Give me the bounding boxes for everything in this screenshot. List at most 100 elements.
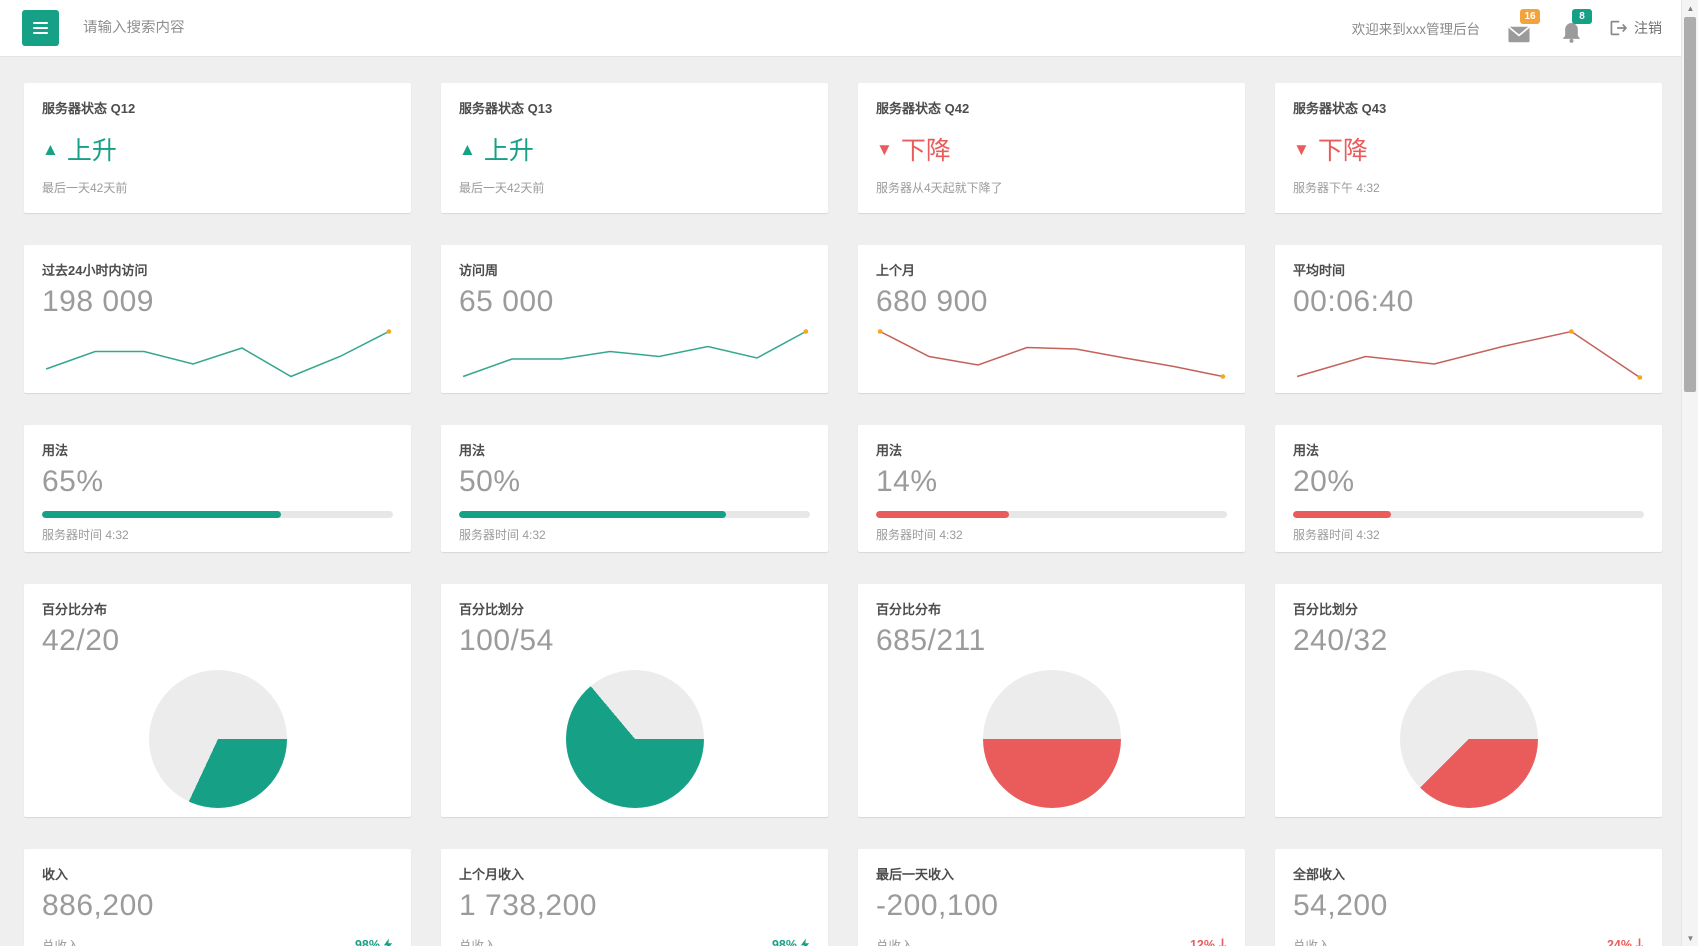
notifications-button[interactable]: 8 bbox=[1558, 9, 1592, 43]
pie-chart bbox=[1399, 670, 1538, 808]
revenue-card: 收入 886,200 总收入 98% bbox=[24, 849, 411, 946]
logout-label: 注销 bbox=[1634, 20, 1662, 36]
usage-value: 14% bbox=[876, 465, 938, 498]
usage-value: 20% bbox=[1293, 465, 1355, 498]
top-bar: 欢迎来到xxx管理后台 16 8 注销 bbox=[0, 0, 1698, 57]
visits-value: 198 009 bbox=[42, 285, 154, 318]
server-status-card: 服务器状态 Q43 ▼ 下降 服务器下午 4:32 bbox=[1275, 83, 1662, 213]
progress-bar bbox=[1293, 511, 1644, 518]
percentage-card: 百分比分布 42/20 bbox=[24, 584, 411, 817]
card-title: 过去24小时内访问 bbox=[42, 263, 148, 278]
usage-card: 用法 50% 服务器时间 4:32 bbox=[441, 425, 828, 552]
card-title: 百分比划分 bbox=[1293, 602, 1359, 617]
usage-note: 服务器时间 4:32 bbox=[1293, 528, 1380, 542]
scrollbar-thumb[interactable] bbox=[1684, 17, 1696, 392]
card-title: 访问周 bbox=[459, 263, 499, 278]
revenue-trend: 98% bbox=[355, 938, 393, 946]
arrow-down-icon bbox=[1218, 938, 1227, 946]
usage-value: 50% bbox=[459, 465, 521, 498]
percentage-value: 42/20 bbox=[42, 624, 120, 657]
welcome-text: 欢迎来到xxx管理后台 bbox=[1351, 22, 1480, 37]
pie-chart bbox=[565, 670, 704, 808]
status-note: 服务器下午 4:32 bbox=[1293, 181, 1380, 195]
percentage-card: 百分比划分 100/54 bbox=[441, 584, 828, 817]
server-status-card: 服务器状态 Q42 ▼ 下降 服务器从4天起就下降了 bbox=[858, 83, 1245, 213]
arrow-down-icon bbox=[1635, 938, 1644, 946]
sparkline-chart bbox=[1296, 329, 1643, 380]
progress-fill bbox=[42, 511, 281, 518]
usage-value: 65% bbox=[42, 465, 104, 498]
dashboard-grid: 服务器状态 Q12 ▲ 上升 最后一天42天前 服务器状态 Q13 ▲ 上升 最… bbox=[0, 57, 1698, 946]
usage-note: 服务器时间 4:32 bbox=[459, 528, 546, 542]
card-title: 最后一天收入 bbox=[876, 867, 955, 882]
revenue-value: -200,100 bbox=[876, 889, 999, 922]
mail-button[interactable]: 16 bbox=[1506, 9, 1540, 43]
mail-badge: 16 bbox=[1520, 9, 1540, 24]
bolt-icon bbox=[800, 938, 810, 946]
status-value: ▲ 上升 bbox=[459, 137, 534, 165]
card-title: 服务器状态 Q42 bbox=[876, 101, 970, 116]
search-input[interactable] bbox=[83, 20, 403, 36]
visits-value: 65 000 bbox=[459, 285, 554, 318]
card-title: 上个月 bbox=[876, 263, 916, 278]
card-title: 用法 bbox=[42, 443, 69, 458]
logout-button[interactable]: 注销 bbox=[1610, 18, 1662, 38]
usage-card: 用法 14% 服务器时间 4:32 bbox=[858, 425, 1245, 552]
trend-up-icon: ▲ bbox=[459, 139, 476, 159]
card-title: 服务器状态 Q43 bbox=[1293, 101, 1387, 116]
card-title: 百分比分布 bbox=[876, 602, 942, 617]
revenue-trend: 98% bbox=[772, 938, 810, 946]
card-title: 服务器状态 Q12 bbox=[42, 101, 136, 116]
revenue-trend: 12% bbox=[1190, 938, 1227, 946]
trend-up-icon: ▲ bbox=[42, 139, 59, 159]
pie-chart bbox=[148, 670, 287, 808]
visits-card: 过去24小时内访问 198 009 bbox=[24, 245, 411, 393]
revenue-label: 总收入 bbox=[1293, 939, 1331, 946]
visits-value: 680 900 bbox=[876, 285, 988, 318]
usage-card: 用法 65% 服务器时间 4:32 bbox=[24, 425, 411, 552]
sparkline-chart bbox=[877, 329, 1226, 379]
card-title: 百分比分布 bbox=[42, 602, 108, 617]
revenue-trend: 24% bbox=[1607, 938, 1644, 946]
bell-icon bbox=[1562, 23, 1580, 43]
sparkline-chart bbox=[45, 329, 392, 378]
menu-toggle-button[interactable] bbox=[22, 10, 59, 46]
card-title: 收入 bbox=[42, 867, 69, 882]
visits-value: 00:06:40 bbox=[1293, 285, 1414, 318]
revenue-value: 886,200 bbox=[42, 889, 154, 922]
server-status-card: 服务器状态 Q13 ▲ 上升 最后一天42天前 bbox=[441, 83, 828, 213]
revenue-card: 最后一天收入 -200,100 总收入 12% bbox=[858, 849, 1245, 946]
revenue-label: 总收入 bbox=[42, 939, 80, 946]
revenue-label: 总收入 bbox=[459, 939, 497, 946]
card-title: 上个月收入 bbox=[459, 867, 525, 882]
status-value: ▼ 下降 bbox=[1293, 137, 1368, 165]
status-note: 最后一天42天前 bbox=[459, 181, 545, 195]
progress-fill bbox=[876, 511, 1010, 518]
visits-card: 上个月 680 900 bbox=[858, 245, 1245, 393]
percentage-value: 685/211 bbox=[876, 624, 986, 657]
scrollbar-up-arrow[interactable]: ▲ bbox=[1686, 3, 1695, 13]
card-title: 用法 bbox=[459, 443, 486, 458]
bell-badge: 8 bbox=[1572, 9, 1592, 24]
usage-note: 服务器时间 4:32 bbox=[876, 528, 963, 542]
progress-bar bbox=[876, 511, 1227, 518]
logout-icon bbox=[1610, 20, 1627, 36]
scrollbar: ▲ ▼ bbox=[1681, 0, 1698, 946]
revenue-value: 1 738,200 bbox=[459, 889, 597, 922]
usage-card: 用法 20% 服务器时间 4:32 bbox=[1275, 425, 1662, 552]
percentage-card: 百分比划分 240/32 bbox=[1275, 584, 1662, 817]
trend-down-icon: ▼ bbox=[876, 139, 893, 159]
usage-note: 服务器时间 4:32 bbox=[42, 528, 129, 542]
pie-chart bbox=[982, 670, 1121, 808]
revenue-value: 54,200 bbox=[1293, 889, 1388, 922]
progress-fill bbox=[459, 511, 726, 518]
progress-bar bbox=[42, 511, 393, 518]
visits-card: 访问周 65 000 bbox=[441, 245, 828, 393]
bolt-icon bbox=[383, 938, 393, 946]
status-value: ▲ 上升 bbox=[42, 137, 117, 165]
scrollbar-down-arrow[interactable]: ▼ bbox=[1686, 933, 1695, 943]
revenue-label: 总收入 bbox=[876, 939, 914, 946]
percentage-card: 百分比分布 685/211 bbox=[858, 584, 1245, 817]
server-status-card: 服务器状态 Q12 ▲ 上升 最后一天42天前 bbox=[24, 83, 411, 213]
visits-card: 平均时间 00:06:40 bbox=[1275, 245, 1662, 393]
